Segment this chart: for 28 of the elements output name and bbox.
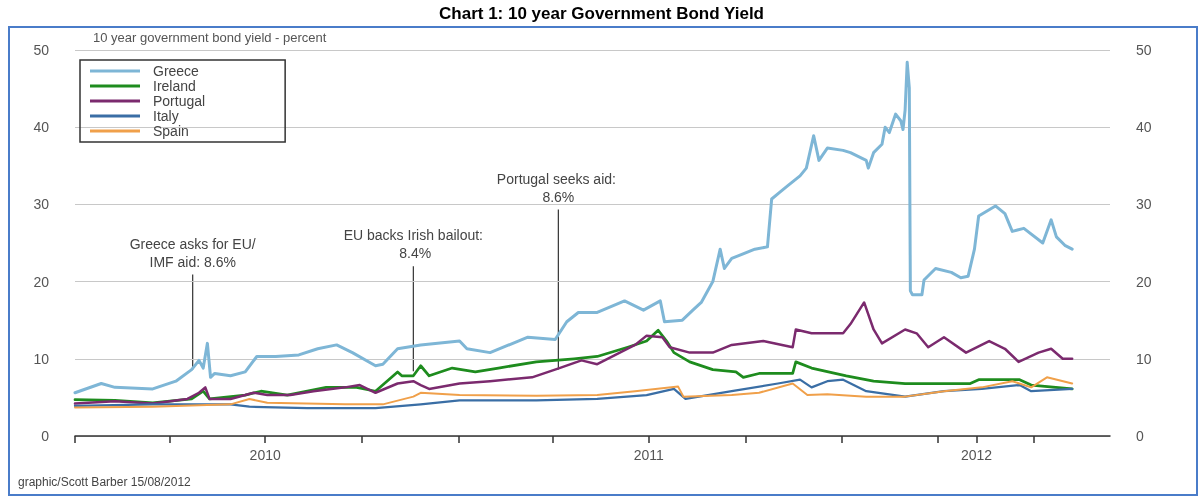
y2-tick-label: 50 <box>1136 42 1152 58</box>
line-series <box>73 301 1074 405</box>
y-tick-label: 30 <box>33 196 50 213</box>
chart-title: Chart 1: 10 year Government Bond Yield <box>439 4 764 23</box>
x-tick-label: 2010 <box>249 447 281 463</box>
legend-label: Spain <box>153 123 189 139</box>
legend-label: Portugal <box>153 93 206 109</box>
y2-tick-label: 10 <box>1136 350 1152 367</box>
y2-tick-label: 30 <box>1136 196 1152 213</box>
annotation: EU backs Irish bailout: 8.4% <box>343 227 483 262</box>
y2-tick-label: 20 <box>1136 273 1152 290</box>
y-tick-label: 20 <box>33 273 50 290</box>
x-tick-label: 2012 <box>960 447 993 463</box>
legend-label: Ireland <box>153 78 196 94</box>
legend-label: Greece <box>153 63 200 79</box>
y-tick-label: 50 <box>33 42 50 58</box>
y-tick-label: 10 <box>33 350 50 367</box>
annotation: Greece asks for EU/IMF aid: 8.6% <box>129 235 256 270</box>
legend-label: Italy <box>153 108 179 124</box>
y2-tick-label: 0 <box>1136 428 1144 444</box>
line-series <box>73 60 1074 395</box>
y-tick-label: 0 <box>41 428 50 444</box>
y-tick-label: 40 <box>33 119 50 136</box>
annotation: Portugal seeks aid: 8.6% <box>496 170 620 205</box>
y2-tick-label: 40 <box>1136 119 1152 136</box>
x-tick-label: 2011 <box>633 447 664 463</box>
text: graphic/Scott Barber 15/08/2012 <box>18 475 192 489</box>
chart-subtitle: 10 year government bond yield - percent <box>93 30 327 45</box>
